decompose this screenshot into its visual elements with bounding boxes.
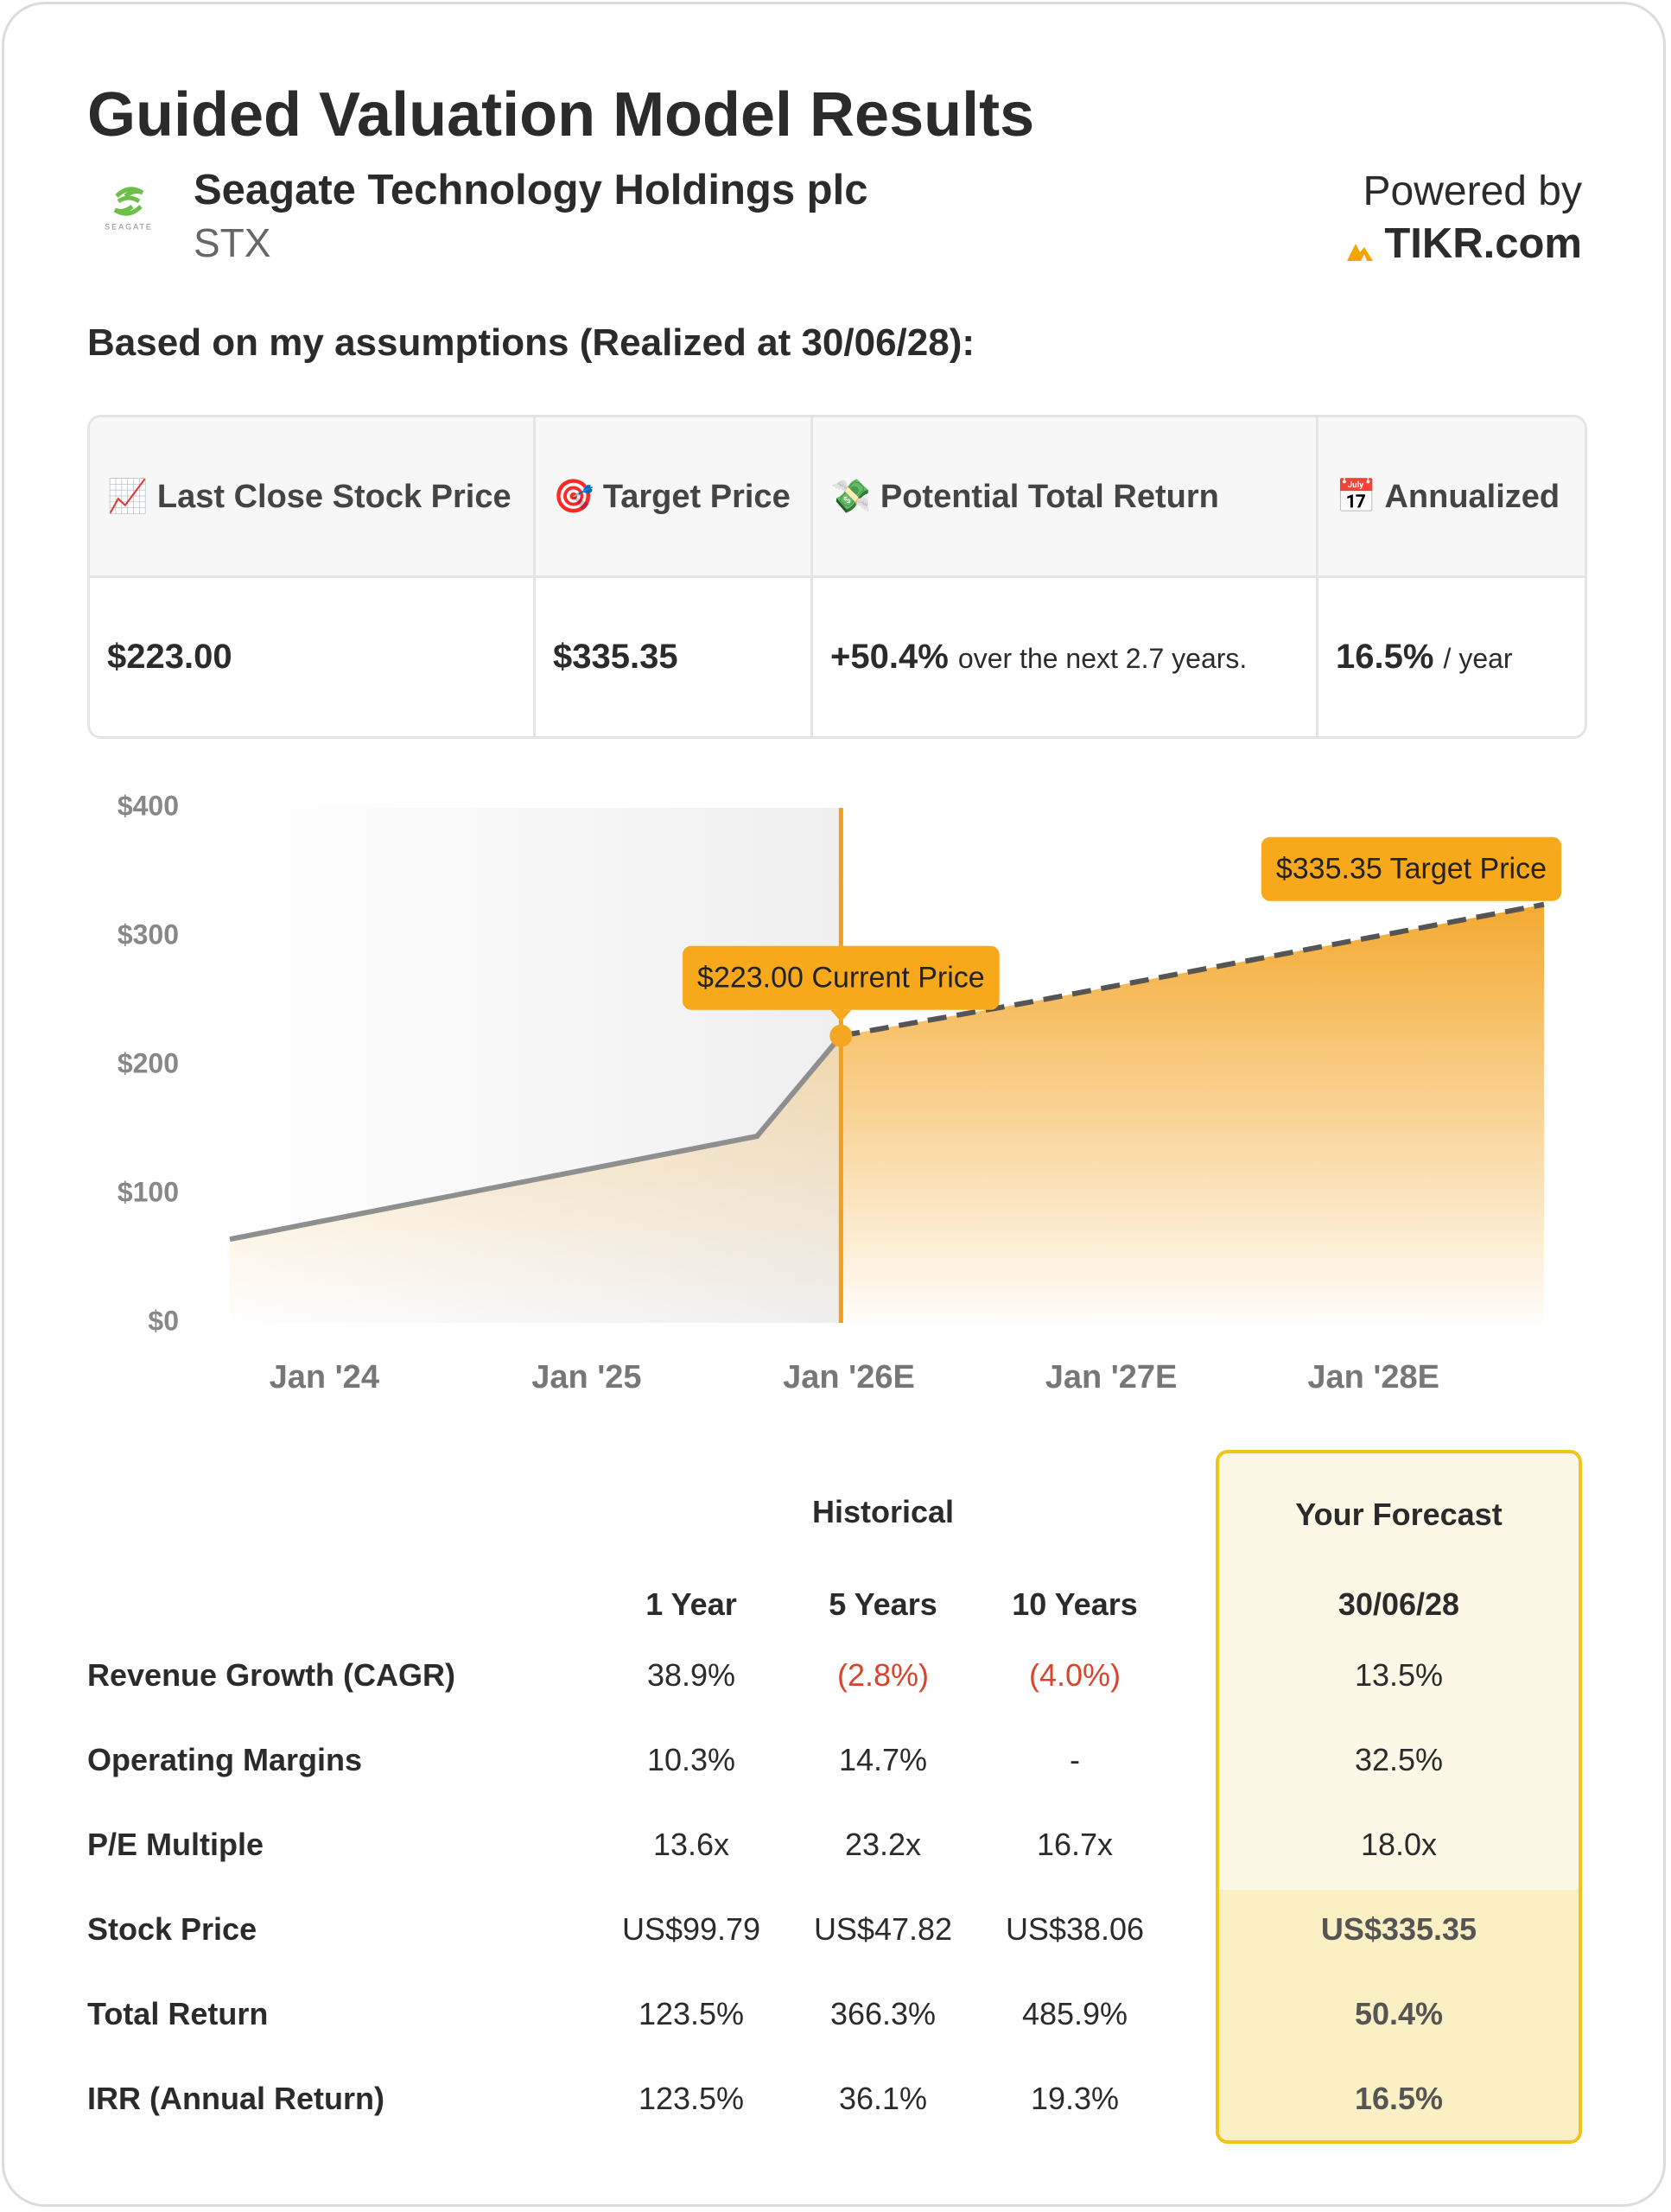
metric-cell: 18.0x	[1360, 1827, 1438, 1862]
summary-cell: $223.00	[90, 578, 536, 736]
summary-cell: $335.35	[536, 578, 813, 736]
row-label: Stock Price	[87, 1911, 257, 1947]
callout-pointer	[830, 1009, 852, 1022]
summary-cell: +50.4% over the next 2.7 years.	[813, 578, 1318, 736]
metric-cell: -	[1070, 1742, 1080, 1777]
summary-cell: 16.5% / year	[1318, 578, 1585, 736]
summary-value: $223.00	[107, 638, 232, 676]
column-header: 1 Year	[645, 1586, 737, 1622]
metric-cell: 23.2x	[844, 1827, 922, 1862]
metric-cell: (4.0%)	[1028, 1657, 1121, 1693]
series-line	[229, 1033, 843, 1243]
metric-cell: 123.5%	[638, 1996, 745, 2031]
metric-cell: US$38.06	[1005, 1911, 1145, 1947]
callout: $335.35 Target Price	[1261, 836, 1561, 901]
metric-cell: US$47.82	[813, 1911, 953, 1947]
row-label: P/E Multiple	[87, 1827, 264, 1862]
metric-cell: 16.5%	[1354, 2081, 1444, 2116]
area	[841, 904, 1544, 1323]
column-header: 5 Years	[829, 1586, 937, 1622]
callout-text: $335.35 Target Price	[1276, 853, 1547, 886]
series-line	[840, 901, 1545, 1039]
metric-cell: 32.5%	[1354, 1742, 1444, 1777]
metric-cell: (2.8%)	[836, 1657, 930, 1693]
y-tick-label: $400	[118, 790, 179, 821]
forecast-label: Your Forecast	[1295, 1497, 1503, 1532]
callout-text: $223.00 Current Price	[697, 962, 985, 995]
metric-cell: 123.5%	[638, 2081, 745, 2116]
group-label: Historical	[811, 1494, 955, 1529]
metric-cell: 50.4%	[1354, 1996, 1444, 2031]
callout-box	[1261, 836, 1561, 901]
metric-cell: 19.3%	[1030, 2081, 1120, 2116]
metric-cell: US$99.79	[621, 1911, 761, 1947]
current-point	[829, 1024, 853, 1047]
summary-value: +50.4%	[830, 638, 949, 676]
powered-by: Powered by	[1363, 168, 1582, 214]
metric-cell: 13.6x	[652, 1827, 730, 1862]
summary-header: 📈 Last Close Stock Price	[90, 417, 536, 578]
metric-cell: 14.7%	[838, 1742, 928, 1777]
summary-header: 🎯 Target Price	[536, 417, 813, 578]
row-label: Total Return	[87, 1996, 269, 2031]
title: Guided Valuation Model Results	[87, 80, 1035, 149]
forecast-highlight	[1219, 1890, 1579, 2140]
metric-cell: US$335.35	[1320, 1911, 1477, 1947]
metric-cell: 36.1%	[838, 2081, 928, 2116]
callout-box	[683, 945, 1000, 1010]
y-tick-label: $300	[118, 918, 179, 950]
callout: $223.00 Current Price	[683, 945, 1000, 1022]
row-label: Revenue Growth (CAGR)	[87, 1657, 456, 1693]
x-tick-label: Jan '27E	[1045, 1359, 1178, 1395]
metric-cell: 10.3%	[646, 1742, 736, 1777]
y-tick-label: $200	[118, 1047, 179, 1078]
summary-note: / year	[1443, 643, 1513, 674]
summary-table: 📈 Last Close Stock Price 🎯 Target Price 💸 …	[87, 415, 1587, 739]
row-label: Operating Margins	[87, 1742, 363, 1777]
x-tick-label: Jan '26E	[783, 1359, 915, 1395]
metric-cell: 13.5%	[1354, 1657, 1444, 1693]
brand-icon	[1347, 244, 1373, 261]
logo: SEAGATE	[105, 187, 153, 231]
y-tick-label: $0	[148, 1305, 179, 1336]
column-header: 30/06/28	[1337, 1586, 1460, 1622]
area	[230, 1035, 842, 1323]
y-tick-label: $100	[118, 1176, 179, 1207]
x-tick-label: Jan '28E	[1307, 1359, 1439, 1395]
metric-cell: 38.9%	[646, 1657, 736, 1693]
logo-text: SEAGATE	[105, 222, 153, 231]
column-header: 10 Years	[1012, 1586, 1138, 1622]
brand: TIKR.com	[1384, 220, 1582, 267]
row-label: IRR (Annual Return)	[87, 2081, 384, 2116]
summary-value: $335.35	[553, 638, 678, 676]
summary-value: 16.5%	[1336, 638, 1434, 676]
metric-cell: 485.9%	[1021, 1996, 1128, 2031]
ticker: STX	[194, 220, 271, 265]
forecast-box	[1216, 1450, 1582, 2144]
chart: $0 $100 $200 $300 $400 Jan '24 Jan '25 Jan '26E…	[118, 790, 1561, 1395]
summary-note: over the next 2.7 years.	[957, 643, 1248, 674]
subtitle: Based on my assumptions (Realized at 30/…	[87, 321, 975, 364]
x-tick-label: Jan '24	[270, 1359, 379, 1395]
summary-header: 💸 Potential Total Return	[813, 417, 1318, 578]
company-name: Seagate Technology Holdings plc	[194, 167, 868, 213]
metric-cell: 16.7x	[1036, 1827, 1114, 1862]
summary-header: 📅 Annualized	[1318, 417, 1585, 578]
metric-cell: 366.3%	[829, 1996, 937, 2031]
x-tick-label: Jan '25	[531, 1359, 641, 1395]
